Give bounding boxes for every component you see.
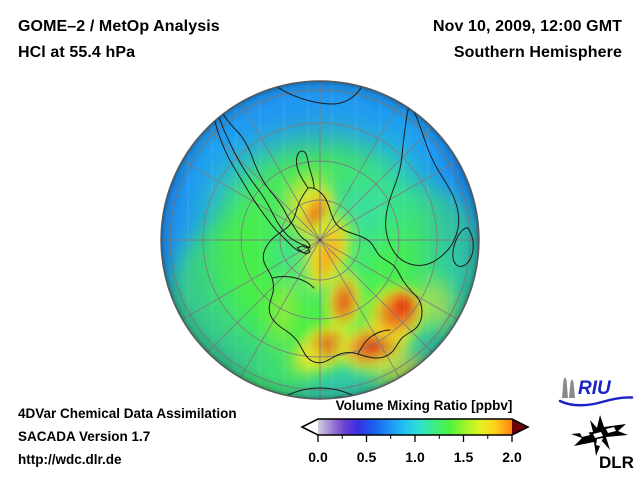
colorbar-title: Volume Mixing Ratio [ppbv] (335, 398, 513, 413)
globe-outline (160, 80, 480, 400)
header-left-block: GOME–2 / MetOp Analysis HCl at 55.4 hPa (18, 14, 220, 66)
globe-field (161, 81, 479, 399)
wdc-url-link[interactable]: http://wdc.dlr.de (18, 452, 122, 467)
riu-tower-icon (562, 377, 575, 398)
coastline-new-zealand (191, 377, 218, 399)
species-level-label: HCl at 55.4 hPa (18, 44, 136, 61)
footer-block: 4DVar Chemical Data Assimilation SACADA … (18, 402, 237, 471)
dlr-wordmark: DLR (599, 453, 634, 472)
assimilation-method-label: 4DVar Chemical Data Assimilation (18, 406, 237, 421)
colorbar-minor-ticks (341, 435, 489, 439)
dlr-logo: DLR (566, 414, 636, 472)
riu-logo-svg: RIU (558, 377, 634, 407)
analysis-title: GOME–2 / MetOp Analysis (18, 18, 220, 35)
riu-wave-icon (558, 396, 634, 407)
colorbar-tick-label-3: 1.5 (453, 449, 474, 465)
colorbar-tick-label-1: 0.5 (356, 449, 377, 465)
dlr-logo-svg: DLR (571, 415, 634, 472)
colorbar-ticks (317, 435, 513, 442)
colorbar: Volume Mixing Ratio [ppbv] (300, 398, 550, 467)
header-right-block: Nov 10, 2009, 12:00 GMT Southern Hemisph… (433, 14, 622, 66)
colorbar-tick-labels: 0.0 0.5 1.0 1.5 2.0 (300, 449, 550, 467)
region-label: Southern Hemisphere (453, 44, 622, 61)
globe-svg (160, 80, 480, 400)
colorbar-tick-label-2: 1.0 (405, 449, 425, 465)
colorbar-graphic-holder (300, 417, 550, 448)
polar-globe-map (158, 78, 482, 402)
colorbar-tick-label-0: 0.0 (308, 449, 328, 465)
colorbar-svg (300, 418, 530, 442)
version-label: SACADA Version 1.7 (18, 429, 151, 444)
globe-limb-shading (161, 81, 479, 399)
datetime-label: Nov 10, 2009, 12:00 GMT (432, 18, 622, 35)
colorbar-tick-label-4: 2.0 (502, 449, 522, 465)
dlr-emblem-icon (571, 415, 628, 456)
coastline-new-zealand-south (213, 387, 231, 399)
riu-logo: RIU (558, 374, 634, 408)
riu-wordmark: RIU (578, 378, 612, 399)
